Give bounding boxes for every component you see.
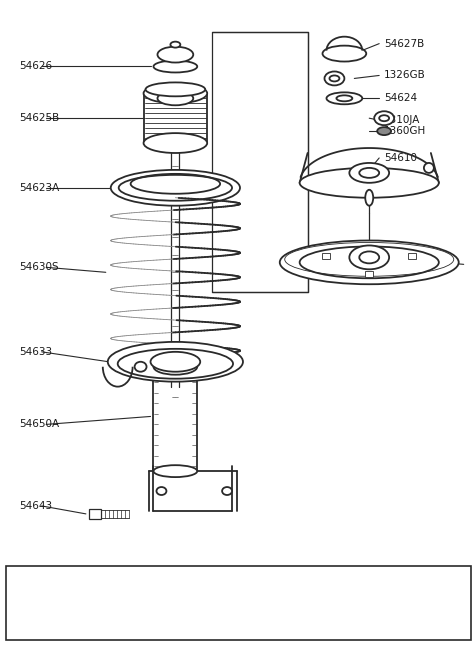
- Ellipse shape: [329, 76, 339, 82]
- Ellipse shape: [156, 487, 166, 495]
- Ellipse shape: [358, 252, 378, 263]
- Text: 54626: 54626: [19, 61, 52, 71]
- Bar: [89, 509, 100, 519]
- Text: 54625B: 54625B: [19, 113, 59, 123]
- Ellipse shape: [130, 174, 219, 193]
- Ellipse shape: [373, 111, 393, 125]
- Text: 54627B: 54627B: [383, 39, 424, 49]
- Text: model and option, for the detailed application of the: model and option, for the detailed appli…: [11, 599, 278, 608]
- Text: 54624: 54624: [383, 93, 416, 104]
- Ellipse shape: [157, 91, 193, 105]
- Text: SPRING-FR, please refer to shop manual.: SPRING-FR, please refer to shop manual.: [11, 611, 224, 620]
- Ellipse shape: [348, 245, 388, 269]
- Text: 1326GB: 1326GB: [383, 71, 425, 80]
- Text: 54630S: 54630S: [19, 262, 59, 272]
- Text: 1310JA: 1310JA: [383, 115, 420, 125]
- Ellipse shape: [143, 83, 207, 104]
- Bar: [365, 271, 372, 278]
- Ellipse shape: [153, 61, 197, 72]
- Text: NOTE :  In this catalog, the part numbers of SPRING-FR are expressed: NOTE : In this catalog, the part numbers…: [11, 576, 367, 584]
- Ellipse shape: [279, 241, 458, 284]
- Ellipse shape: [322, 46, 366, 61]
- Ellipse shape: [378, 115, 388, 121]
- Ellipse shape: [299, 168, 438, 198]
- Ellipse shape: [153, 359, 197, 375]
- Text: 54620: 54620: [383, 252, 416, 263]
- Ellipse shape: [108, 342, 242, 382]
- Text: 54643: 54643: [19, 501, 52, 511]
- Bar: [407, 254, 416, 259]
- Text: 54650A: 54650A: [19, 419, 59, 430]
- Ellipse shape: [170, 41, 180, 48]
- Text: 54633: 54633: [19, 347, 52, 357]
- Ellipse shape: [222, 487, 231, 495]
- Text: 1360GH: 1360GH: [383, 126, 426, 136]
- Ellipse shape: [110, 170, 239, 206]
- Ellipse shape: [153, 465, 197, 477]
- Ellipse shape: [336, 95, 352, 102]
- Ellipse shape: [143, 133, 207, 153]
- Text: 54610: 54610: [383, 153, 416, 163]
- Ellipse shape: [358, 168, 378, 178]
- Ellipse shape: [326, 93, 361, 104]
- Ellipse shape: [324, 71, 344, 85]
- Ellipse shape: [157, 47, 193, 63]
- Bar: [321, 254, 329, 259]
- Ellipse shape: [377, 127, 390, 135]
- Ellipse shape: [145, 82, 205, 96]
- Ellipse shape: [348, 163, 388, 183]
- Ellipse shape: [365, 190, 372, 206]
- Text: 54623A: 54623A: [19, 183, 59, 193]
- Ellipse shape: [423, 163, 433, 173]
- Bar: [6, 565, 470, 640]
- Text: by color in remarks column because of the complicated: by color in remarks column because of th…: [11, 587, 292, 597]
- Ellipse shape: [150, 352, 200, 372]
- Ellipse shape: [134, 362, 146, 372]
